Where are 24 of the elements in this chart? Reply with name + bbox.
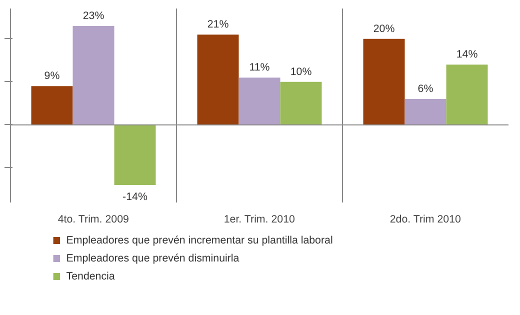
legend-label: Empleadores que prevén incrementar su plantilla laboral [66, 234, 333, 246]
data-label: 9% [44, 70, 60, 82]
bar [404, 99, 446, 125]
bar [238, 78, 280, 125]
bar [72, 26, 114, 125]
bar [31, 86, 73, 125]
x-tick-label: 1er. Trim. 2010 [224, 214, 296, 226]
x-tick-label: 4to. Trim. 2009 [58, 214, 130, 226]
data-label: 10% [290, 66, 312, 78]
data-label: 11% [249, 62, 270, 74]
bar [197, 34, 239, 125]
data-label: 21% [207, 18, 230, 31]
legend-label: Tendencia [66, 270, 115, 282]
bar [114, 124, 156, 186]
bar [446, 64, 488, 125]
x-tick-label: 2do. Trim 2010 [390, 214, 462, 226]
legend-label: Empleadores que prevén disminuirla [66, 252, 240, 264]
bar [363, 38, 405, 125]
data-label: -14% [122, 191, 148, 204]
bar [280, 82, 322, 125]
data-label: 23% [82, 10, 105, 22]
data-label: 6% [418, 83, 434, 96]
data-label: 20% [373, 22, 396, 35]
data-label: 14% [456, 48, 478, 61]
